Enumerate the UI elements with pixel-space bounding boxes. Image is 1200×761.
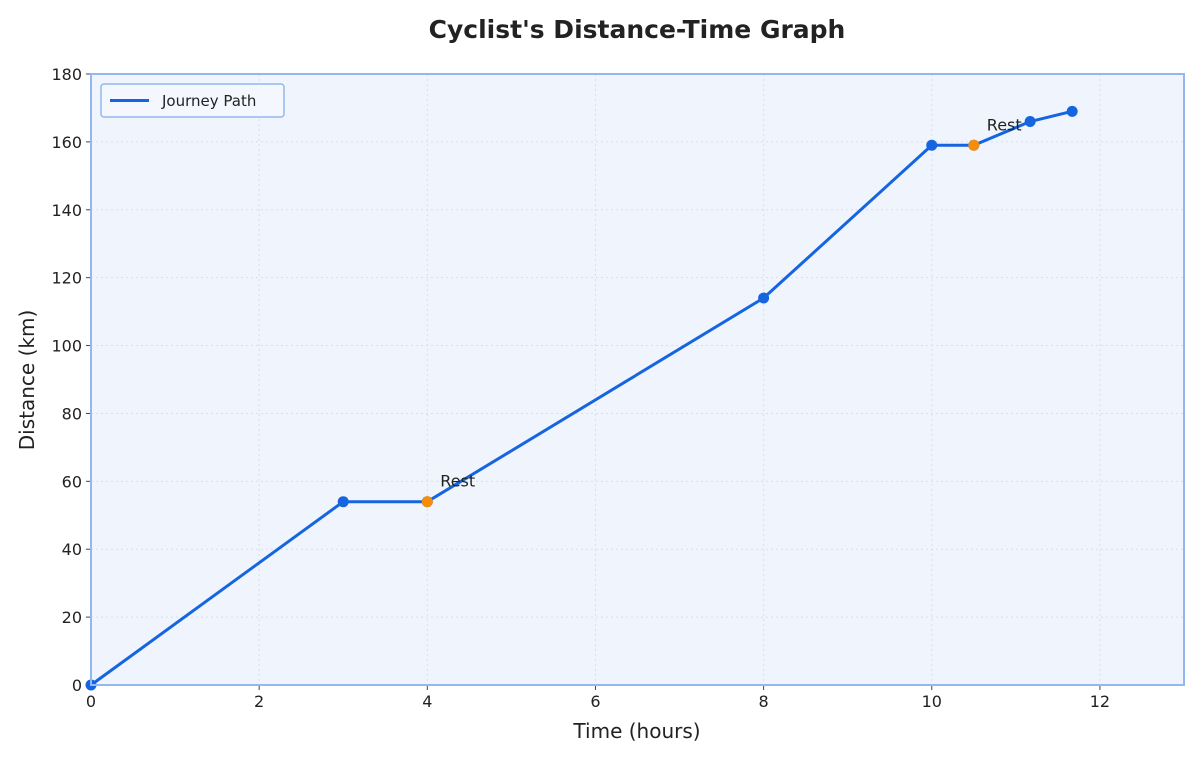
y-tick-label: 100 (51, 337, 82, 356)
y-tick-label: 0 (72, 676, 82, 695)
rest-point (422, 496, 433, 507)
y-tick-label: 80 (62, 404, 82, 423)
y-tick-label: 40 (62, 540, 82, 559)
rest-annotation: Rest (987, 115, 1022, 134)
x-tick-label: 4 (422, 692, 432, 711)
data-point (926, 140, 937, 151)
data-point (758, 293, 769, 304)
x-tick-label: 10 (922, 692, 942, 711)
data-point (1067, 106, 1078, 117)
plot-area (91, 74, 1184, 685)
rest-annotation: Rest (440, 472, 475, 491)
x-tick-label: 12 (1090, 692, 1110, 711)
data-point (338, 496, 349, 507)
x-tick-label: 2 (254, 692, 264, 711)
y-tick-label: 160 (51, 133, 82, 152)
y-tick-label: 60 (62, 472, 82, 491)
rest-point (968, 140, 979, 151)
y-tick-label: 20 (62, 608, 82, 627)
x-tick-label: 8 (759, 692, 769, 711)
chart-title: Cyclist's Distance-Time Graph (429, 15, 846, 44)
y-tick-label: 140 (51, 201, 82, 220)
x-tick-label: 0 (86, 692, 96, 711)
legend-label: Journey Path (161, 92, 256, 110)
x-tick-label: 6 (590, 692, 600, 711)
x-axis-label: Time (hours) (572, 719, 700, 743)
data-point (1025, 116, 1036, 127)
y-axis-label: Distance (km) (15, 310, 39, 450)
y-tick-label: 120 (51, 269, 82, 288)
y-tick-label: 180 (51, 65, 82, 84)
legend: Journey Path (101, 84, 284, 117)
